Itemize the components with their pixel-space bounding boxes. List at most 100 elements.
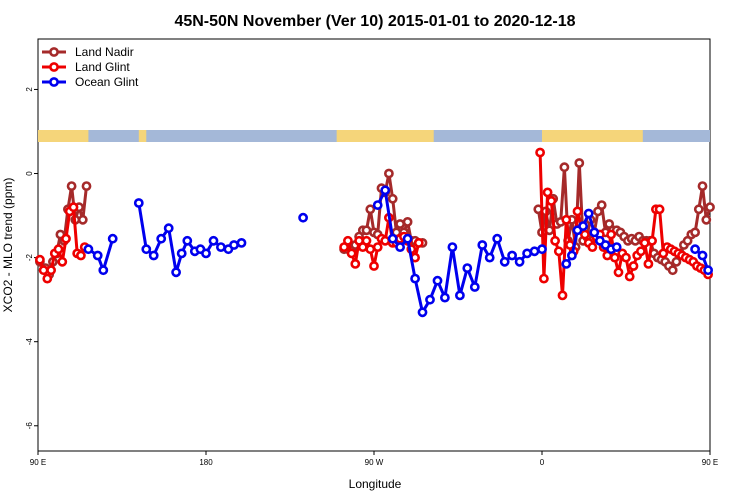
land-segment — [336, 130, 434, 142]
ocean-glint-point — [529, 246, 540, 257]
y-tick-label: -6 — [25, 422, 34, 430]
land-glint-point — [636, 246, 646, 257]
land-nadir-point — [383, 168, 394, 179]
ocean-glint-point — [537, 244, 547, 255]
legend-label: Land Nadir — [75, 45, 134, 59]
land-glint-point — [57, 256, 68, 267]
ocean-glint-point — [380, 185, 391, 196]
ocean-glint-point — [697, 250, 708, 261]
land-glint-point — [647, 235, 657, 246]
ocean-glint-point — [567, 250, 577, 261]
land-glint-point — [557, 290, 568, 301]
land-glint-point — [38, 265, 49, 276]
land-glint-point — [542, 187, 553, 198]
land-nadir-point — [671, 256, 682, 267]
land-nadir-point — [705, 202, 715, 213]
land-glint-point — [372, 242, 383, 252]
ocean-glint-point — [425, 294, 435, 305]
land-glint-point — [68, 202, 79, 213]
land-glint-point — [550, 235, 560, 246]
x-tick-label: 90 W — [365, 458, 384, 467]
land-glint-point — [46, 265, 56, 276]
ocean-glint-point — [514, 256, 525, 267]
land-glint-point — [606, 229, 616, 240]
land-glint-point — [609, 252, 620, 263]
land-glint-point — [561, 214, 572, 225]
legend-swatch-point — [49, 62, 59, 72]
legend-label: Land Glint — [75, 60, 130, 74]
ocean-glint-point — [92, 250, 103, 261]
land-segment — [138, 130, 147, 142]
series-ocean-glint — [83, 185, 713, 318]
land-glint-point — [42, 273, 53, 284]
land-nadir-point — [559, 162, 570, 173]
ocean-glint-point — [83, 244, 94, 255]
ocean-glint-point — [201, 248, 211, 259]
land-nadir-point — [693, 204, 704, 215]
legend-item-ocean-glint: Ocean Glint — [42, 75, 139, 89]
y-tick-label: 0 — [25, 171, 34, 176]
land-glint-point — [346, 248, 357, 259]
ocean-glint-point — [98, 265, 109, 276]
land-nadir-point — [690, 227, 700, 238]
ocean-glint-point — [507, 250, 517, 261]
land-nadir-point — [701, 214, 712, 225]
ocean-glint-point — [133, 198, 144, 208]
land-glint-point — [539, 273, 549, 284]
x-axis-label: Longitude — [349, 477, 402, 491]
ocean-glint-point — [611, 242, 622, 252]
y-tick-label: -4 — [25, 338, 34, 346]
ocean-glint-point — [578, 221, 588, 231]
x-tick-label: 90 E — [30, 458, 46, 467]
ocean-glint-point — [107, 233, 118, 244]
ocean-glint-point — [208, 235, 219, 246]
land-glint-point — [76, 250, 86, 261]
ocean-glint-point — [454, 290, 465, 301]
land-nadir-point — [66, 181, 77, 191]
ocean-glint-point — [229, 240, 239, 250]
ocean-glint-point — [417, 307, 428, 318]
land-glint-point — [361, 235, 372, 246]
land-glint-point — [643, 258, 654, 269]
ocean-glint-point — [148, 250, 159, 261]
land-nadir-point — [402, 216, 413, 227]
land-glint-point — [380, 235, 391, 246]
legend-swatch-point — [49, 77, 59, 87]
ocean-glint-point — [561, 258, 572, 269]
land-segment — [542, 130, 643, 142]
ocean-glint-point — [163, 223, 174, 234]
x-tick-label: 180 — [199, 458, 213, 467]
ocean-glint-point — [395, 242, 405, 252]
y-tick-label: 2 — [25, 87, 34, 92]
ocean-glint-point — [402, 233, 413, 244]
ocean-glint-point — [182, 235, 193, 246]
ocean-glint-point — [492, 233, 503, 244]
y-axis-label: XCO2 - MLO trend (ppm) — [1, 178, 15, 313]
ocean-glint-point — [432, 275, 443, 286]
land-glint-point — [546, 195, 557, 206]
land-glint-point — [553, 246, 564, 257]
land-glint-point — [580, 229, 590, 240]
ocean-glint-point — [236, 237, 247, 248]
land-nadir-point — [596, 200, 607, 210]
land-nadir-point — [365, 204, 376, 215]
land-glint-point — [350, 258, 361, 269]
land-nadir-point — [395, 219, 405, 229]
ocean-glint-point — [410, 273, 420, 284]
land-glint-point — [624, 271, 635, 282]
land-nadir-point — [667, 265, 678, 276]
ocean-glint-point — [690, 244, 700, 255]
land-glint-point — [572, 206, 583, 217]
ocean-glint-point — [477, 240, 488, 250]
land-nadir-point — [574, 158, 585, 168]
ocean-glint-point — [484, 252, 495, 263]
land-glint-point — [654, 204, 665, 215]
land-nadir-point — [361, 225, 372, 236]
ocean-glint-point — [156, 233, 167, 244]
ocean-glint-point — [439, 292, 450, 303]
ocean-glint-point — [141, 244, 152, 255]
land-glint-point — [35, 254, 45, 265]
legend-item-land-nadir: Land Nadir — [42, 45, 134, 59]
